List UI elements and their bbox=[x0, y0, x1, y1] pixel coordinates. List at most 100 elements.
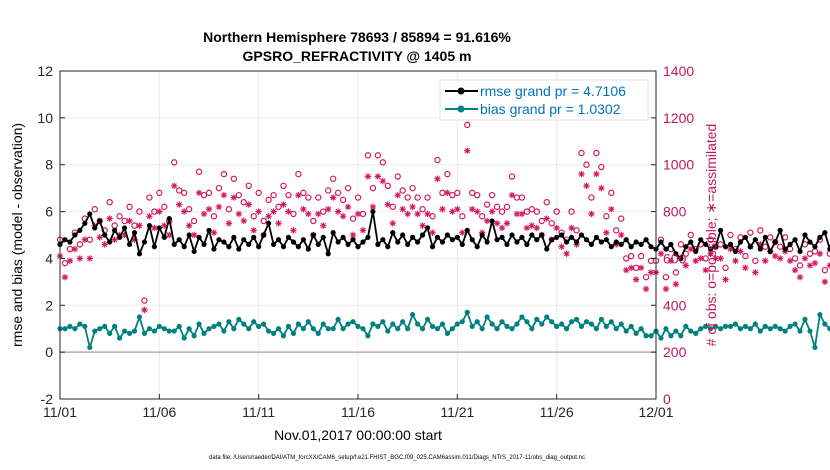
bias-series bbox=[57, 309, 830, 351]
bias-point bbox=[673, 328, 679, 334]
obs-assimilated-point bbox=[583, 182, 590, 189]
obs-assimilated-point bbox=[518, 210, 526, 218]
rmse-point bbox=[206, 227, 212, 233]
obs-possible-point bbox=[508, 173, 516, 180]
obs-assimilated-point bbox=[811, 259, 819, 267]
bias-point bbox=[782, 328, 788, 334]
bias-point bbox=[181, 335, 187, 341]
bias-point bbox=[102, 323, 108, 329]
obs-possible-point bbox=[434, 156, 441, 164]
obs-assimilated-point bbox=[334, 208, 342, 215]
obs-assimilated-point bbox=[429, 229, 436, 236]
rmse-point bbox=[717, 227, 724, 233]
rmse-point bbox=[285, 234, 292, 240]
obs-possible-point bbox=[533, 208, 541, 215]
rmse-point bbox=[608, 244, 614, 250]
obs-possible-point bbox=[742, 252, 749, 260]
obs-assimilated-point bbox=[101, 241, 108, 248]
obs-possible-point bbox=[687, 231, 694, 239]
bias-point bbox=[186, 326, 192, 332]
bias-point bbox=[583, 319, 590, 325]
obs-assimilated-point bbox=[483, 217, 491, 225]
rmse-point bbox=[678, 255, 684, 262]
rmse-point bbox=[713, 244, 719, 250]
obs-assimilated-point bbox=[727, 245, 734, 253]
bias-point bbox=[529, 326, 535, 332]
obs-possible-point bbox=[305, 194, 312, 201]
obs-possible-point bbox=[776, 243, 784, 250]
obs-possible-point bbox=[369, 184, 377, 192]
rmse-point bbox=[782, 246, 788, 252]
obs-assimilated-point bbox=[76, 255, 84, 262]
rmse-point bbox=[499, 234, 505, 240]
obs-assimilated-point bbox=[672, 281, 680, 288]
x-axis-label: Nov.01,2017 00:00:00 start bbox=[274, 427, 442, 443]
rmse-point bbox=[266, 220, 272, 226]
obs-assimilated-point bbox=[816, 250, 824, 257]
bias-point bbox=[141, 330, 148, 336]
bias-point bbox=[236, 316, 242, 322]
rmse-point bbox=[519, 234, 525, 240]
bias-point bbox=[270, 330, 277, 336]
y-right-tick-label: 1200 bbox=[663, 110, 694, 126]
bias-point bbox=[732, 321, 739, 327]
rmse-point bbox=[97, 218, 103, 224]
bias-point bbox=[663, 326, 669, 332]
rmse-point bbox=[598, 239, 604, 245]
rmse-point bbox=[375, 241, 381, 247]
bias-point bbox=[266, 328, 272, 334]
legend-rmse-label: rmse grand pr = 4.7106 bbox=[480, 83, 626, 99]
obs-assimilated-point bbox=[493, 220, 501, 227]
rmse-point bbox=[737, 239, 744, 245]
bias-point bbox=[489, 321, 495, 327]
obs-possible-point bbox=[637, 252, 645, 260]
rmse-point bbox=[226, 244, 232, 250]
rmse-point bbox=[221, 239, 227, 245]
rmse-point bbox=[668, 241, 674, 247]
bias-point bbox=[390, 321, 396, 327]
obs-possible-point bbox=[161, 203, 168, 211]
rmse-point bbox=[216, 237, 222, 243]
rmse-point bbox=[395, 239, 401, 245]
rmse-point bbox=[305, 246, 311, 252]
obs-assimilated-point bbox=[195, 189, 203, 197]
y-right-tick-label: 400 bbox=[663, 297, 687, 313]
obs-assimilated-point bbox=[300, 206, 307, 213]
rmse-point bbox=[335, 239, 341, 245]
rmse-point bbox=[484, 239, 490, 245]
obs-possible-point bbox=[325, 187, 332, 194]
legend-rmse-marker bbox=[457, 87, 465, 95]
obs-assimilated-point bbox=[176, 201, 183, 208]
bias-point bbox=[405, 326, 411, 332]
obs-assimilated-point bbox=[776, 255, 784, 262]
obs-assimilated-point bbox=[732, 257, 739, 264]
obs-assimilated-point bbox=[156, 208, 163, 215]
bias-point bbox=[623, 328, 629, 334]
bias-point bbox=[767, 326, 773, 332]
obs-possible-point bbox=[608, 189, 615, 197]
rmse-point bbox=[464, 227, 470, 233]
bias-point bbox=[469, 323, 475, 329]
rmse-point bbox=[648, 244, 654, 250]
obs-assimilated-point bbox=[444, 189, 451, 197]
obs-assimilated-point bbox=[126, 217, 133, 225]
obs-assimilated-point bbox=[295, 191, 302, 199]
obs-assimilated-point bbox=[374, 173, 382, 180]
rmse-point bbox=[67, 239, 73, 245]
obs-possible-point bbox=[493, 203, 501, 211]
rmse-point bbox=[489, 218, 495, 224]
bias-point bbox=[67, 323, 73, 329]
obs-possible-point bbox=[61, 259, 69, 267]
bias-point bbox=[459, 319, 465, 325]
obs-possible-point bbox=[538, 217, 545, 225]
rmse-point bbox=[554, 234, 560, 240]
rmse-point bbox=[176, 237, 182, 243]
rmse-point bbox=[727, 241, 734, 247]
bias-point bbox=[424, 316, 431, 322]
obs-possible-point bbox=[454, 189, 461, 197]
legend: rmse grand pr = 4.7106 bias grand pr = 1… bbox=[439, 79, 649, 121]
rmse-point bbox=[405, 241, 411, 247]
bias-point bbox=[449, 326, 455, 332]
bias-point bbox=[256, 323, 262, 329]
rmse-point bbox=[231, 234, 237, 240]
